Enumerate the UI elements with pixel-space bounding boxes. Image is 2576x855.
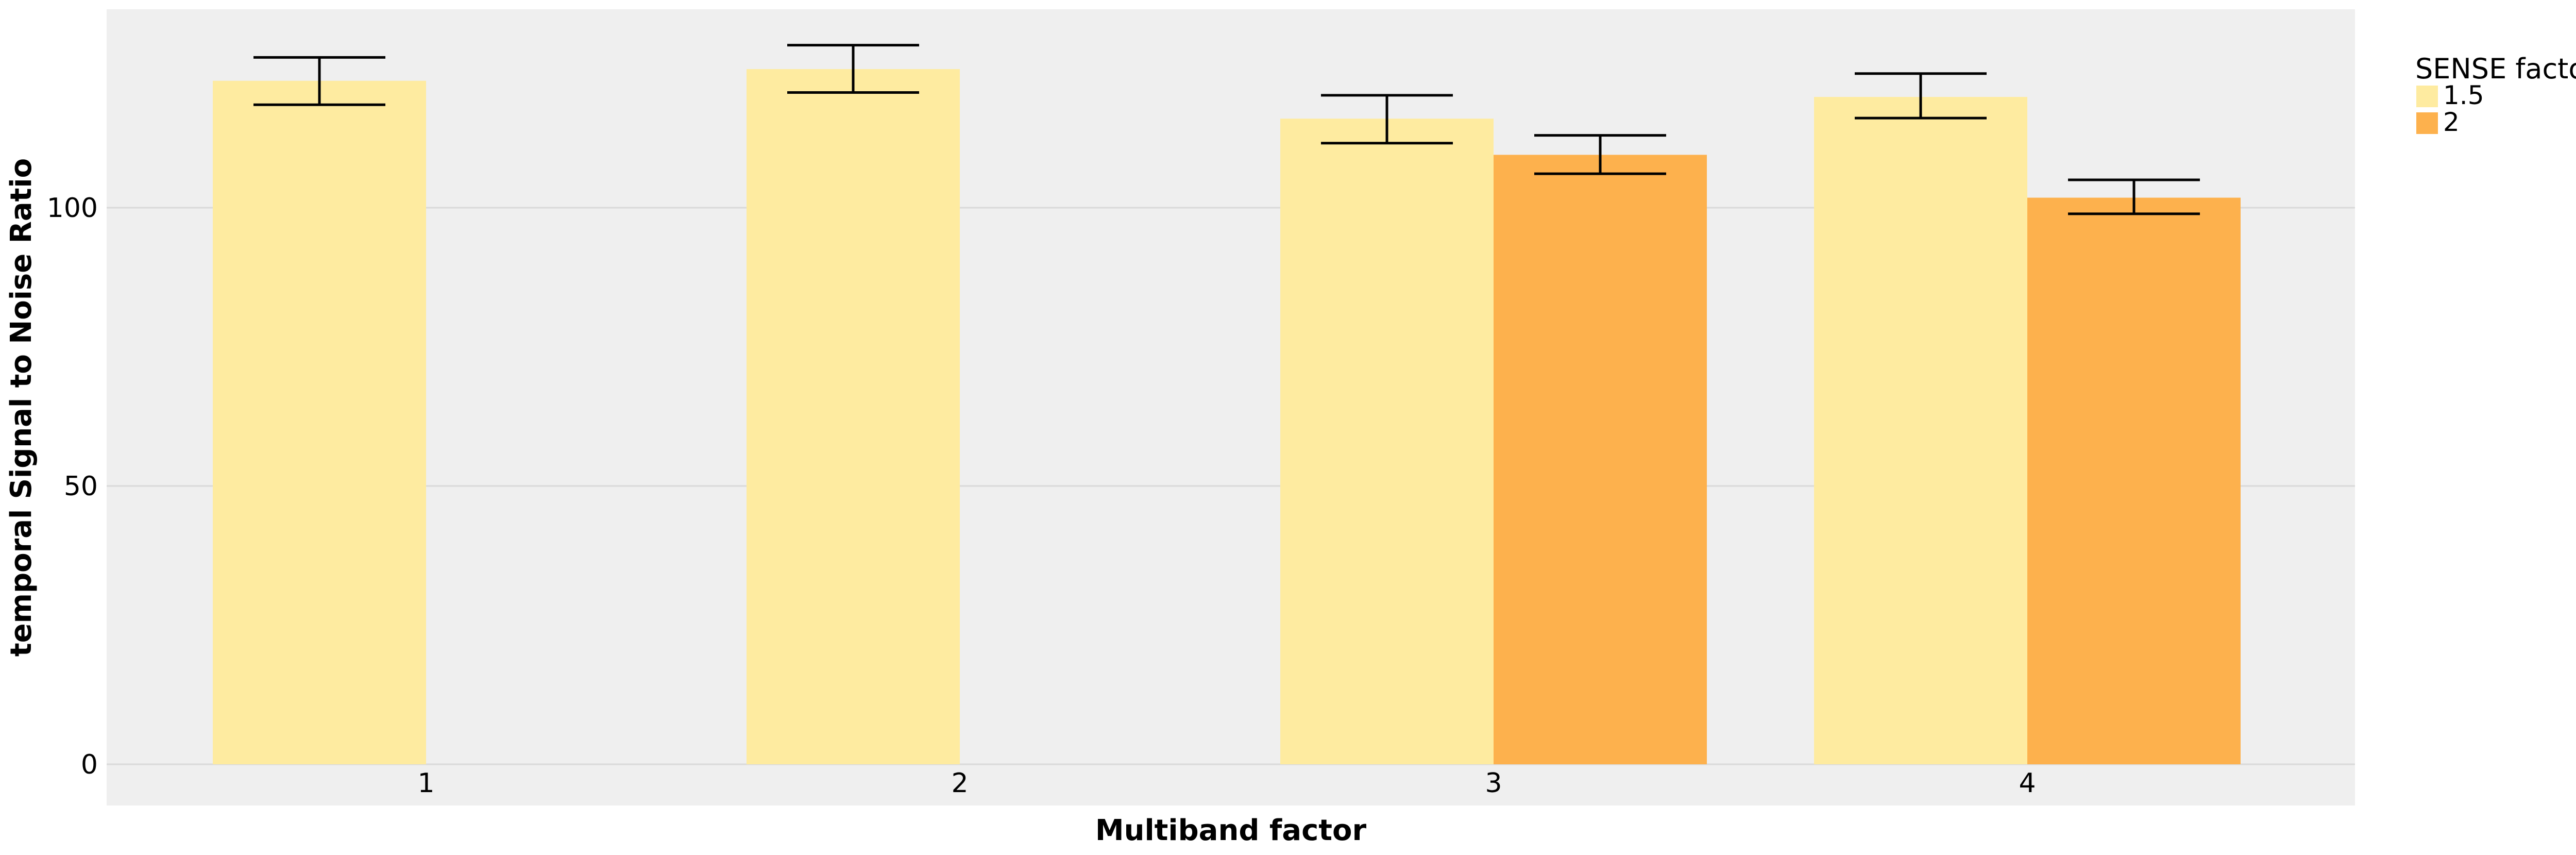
- legend: SENSE factor 1.52: [2415, 53, 2576, 137]
- x-axis-title: Multiband factor: [1095, 814, 1367, 847]
- bar: [1280, 119, 1494, 765]
- x-tick-labels: 1 2 3 4: [417, 768, 2036, 799]
- legend-swatch: [2416, 86, 2438, 107]
- x-tick-label: 1: [417, 768, 434, 799]
- y-tick-label: 50: [64, 471, 98, 502]
- error-bars: [253, 44, 2200, 215]
- y-tick-label: 0: [81, 749, 98, 780]
- legend-title: SENSE factor: [2415, 53, 2576, 85]
- bar: [1814, 97, 2027, 765]
- legend-label: 2: [2443, 107, 2460, 137]
- y-axis-title: temporal Signal to Noise Ratio: [5, 158, 38, 657]
- x-tick-label: 3: [1485, 768, 1502, 799]
- bar: [2027, 197, 2241, 764]
- x-tick-label: 2: [951, 768, 968, 799]
- legend-label: 1.5: [2443, 80, 2484, 110]
- bars: [213, 69, 2241, 765]
- legend-swatch: [2416, 112, 2438, 134]
- y-tick-label: 100: [47, 193, 98, 224]
- bar: [1494, 155, 1707, 764]
- y-tick-labels: 0 50 100: [47, 193, 98, 780]
- bar: [213, 80, 426, 764]
- x-tick-label: 4: [2019, 768, 2036, 799]
- legend-items: 1.52: [2416, 80, 2484, 137]
- bar: [747, 69, 960, 765]
